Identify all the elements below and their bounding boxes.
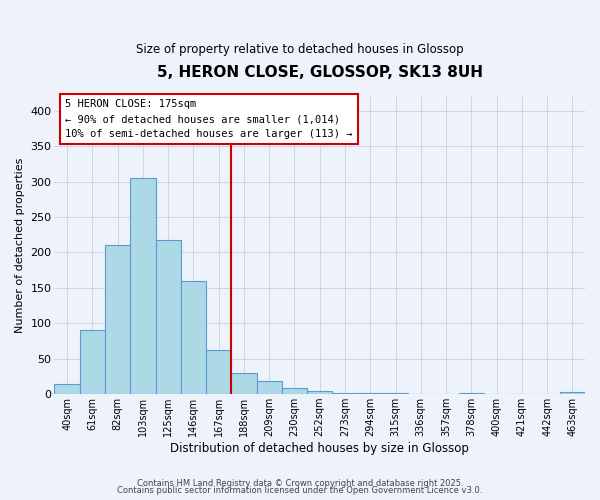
Bar	[55, 384, 80, 394]
Bar	[458, 392, 484, 394]
Text: 5 HERON CLOSE: 175sqm
← 90% of detached houses are smaller (1,014)
10% of semi-d: 5 HERON CLOSE: 175sqm ← 90% of detached …	[65, 100, 353, 139]
Bar	[232, 373, 257, 394]
Bar	[181, 280, 206, 394]
Text: Contains public sector information licensed under the Open Government Licence v3: Contains public sector information licen…	[118, 486, 482, 495]
Bar	[155, 240, 181, 394]
Bar	[130, 178, 155, 394]
Text: Contains HM Land Registry data © Crown copyright and database right 2025.: Contains HM Land Registry data © Crown c…	[137, 478, 463, 488]
Bar	[105, 244, 130, 394]
Bar	[80, 330, 105, 394]
Bar	[560, 392, 585, 394]
Text: Size of property relative to detached houses in Glossop: Size of property relative to detached ho…	[136, 42, 464, 56]
Bar	[332, 392, 358, 394]
Bar	[257, 380, 282, 394]
X-axis label: Distribution of detached houses by size in Glossop: Distribution of detached houses by size …	[170, 442, 469, 455]
Bar	[307, 392, 332, 394]
Bar	[282, 388, 307, 394]
Bar	[206, 350, 232, 394]
Y-axis label: Number of detached properties: Number of detached properties	[15, 158, 25, 333]
Title: 5, HERON CLOSE, GLOSSOP, SK13 8UH: 5, HERON CLOSE, GLOSSOP, SK13 8UH	[157, 65, 483, 80]
